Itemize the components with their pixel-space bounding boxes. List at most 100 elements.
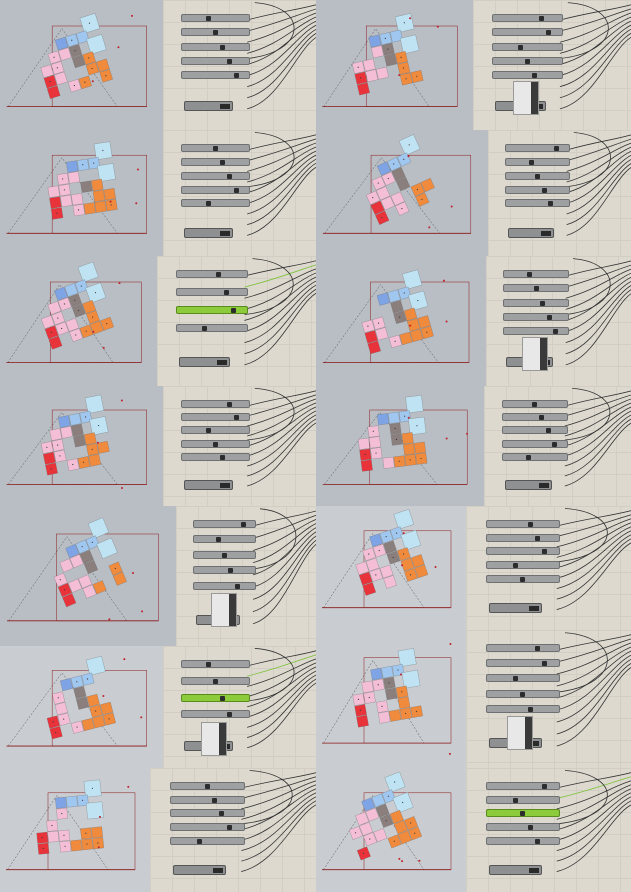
grasshopper-canvas[interactable] — [486, 256, 631, 386]
slider-handle[interactable] — [220, 454, 226, 460]
number-slider[interactable] — [505, 199, 570, 208]
number-slider[interactable] — [485, 689, 561, 698]
number-slider[interactable] — [501, 400, 568, 408]
slider-handle[interactable] — [554, 146, 560, 151]
rhino-viewport[interactable] — [0, 256, 157, 386]
slider-handle[interactable] — [527, 824, 533, 830]
boolean-toggle-node[interactable] — [508, 228, 554, 239]
number-slider[interactable] — [505, 157, 570, 166]
slider-handle[interactable] — [233, 73, 239, 79]
number-slider[interactable] — [485, 520, 561, 528]
number-slider[interactable] — [181, 452, 251, 461]
slider-handle[interactable] — [213, 146, 219, 151]
slider-handle[interactable] — [197, 838, 203, 844]
number-slider[interactable] — [503, 270, 569, 278]
number-slider[interactable] — [485, 644, 561, 652]
number-slider[interactable] — [505, 144, 570, 152]
slider-handle[interactable] — [512, 676, 518, 682]
slider-handle[interactable] — [535, 838, 541, 844]
slider-handle[interactable] — [542, 549, 548, 555]
number-slider[interactable] — [181, 42, 251, 51]
number-slider[interactable] — [181, 413, 251, 422]
boolean-toggle-node[interactable] — [489, 864, 542, 875]
slider-handle[interactable] — [206, 662, 212, 667]
grasshopper-canvas[interactable] — [163, 386, 316, 506]
boolean-toggle-node[interactable] — [489, 602, 542, 613]
number-slider[interactable] — [505, 171, 570, 180]
boolean-toggle-node[interactable] — [184, 479, 234, 490]
number-slider[interactable] — [192, 581, 256, 590]
number-slider[interactable] — [181, 660, 251, 668]
slider-handle[interactable] — [545, 428, 551, 434]
grasshopper-canvas[interactable] — [163, 646, 316, 768]
slider-handle[interactable] — [539, 16, 545, 21]
number-slider[interactable] — [192, 535, 256, 544]
slider-handle[interactable] — [517, 44, 523, 50]
number-slider[interactable] — [181, 400, 251, 408]
rhino-viewport[interactable] — [316, 768, 466, 892]
slider-handle[interactable] — [546, 314, 552, 320]
slider-handle[interactable] — [542, 661, 548, 667]
number-slider[interactable] — [181, 710, 251, 719]
grasshopper-canvas[interactable] — [466, 630, 631, 768]
number-slider[interactable] — [485, 533, 561, 542]
rhino-viewport[interactable] — [0, 506, 176, 646]
boolean-toggle-node[interactable] — [504, 479, 552, 490]
number-slider[interactable] — [501, 439, 568, 448]
slider-handle[interactable] — [206, 16, 212, 21]
output-component[interactable] — [201, 721, 228, 756]
rhino-viewport[interactable] — [0, 768, 150, 892]
output-component[interactable] — [522, 336, 549, 371]
number-slider[interactable] — [503, 298, 569, 307]
rhino-viewport[interactable] — [0, 386, 163, 506]
slider-handle[interactable] — [215, 537, 221, 543]
number-slider[interactable] — [501, 426, 568, 435]
number-slider[interactable] — [501, 452, 568, 461]
grasshopper-canvas[interactable] — [488, 130, 631, 256]
output-component[interactable] — [211, 592, 237, 627]
slider-handle[interactable] — [535, 646, 541, 651]
number-slider[interactable] — [181, 14, 251, 22]
slider-handle[interactable] — [520, 576, 526, 582]
grasshopper-canvas[interactable] — [163, 0, 316, 130]
number-slider[interactable] — [181, 676, 251, 685]
number-slider[interactable] — [181, 28, 251, 37]
slider-handle[interactable] — [227, 402, 233, 407]
number-slider[interactable] — [503, 327, 569, 336]
number-slider[interactable] — [176, 323, 248, 332]
slider-handle[interactable] — [204, 784, 210, 789]
number-slider[interactable] — [503, 312, 569, 321]
boolean-toggle-node[interactable] — [184, 101, 234, 112]
grasshopper-canvas[interactable] — [163, 130, 316, 256]
rhino-viewport[interactable] — [316, 630, 466, 768]
number-slider[interactable] — [485, 836, 561, 845]
slider-handle[interactable] — [211, 797, 217, 803]
rhino-viewport[interactable] — [0, 130, 163, 256]
slider-handle[interactable] — [220, 44, 226, 50]
slider-handle[interactable] — [227, 58, 233, 64]
number-slider[interactable] — [491, 42, 564, 51]
number-slider[interactable] — [181, 199, 251, 208]
number-slider[interactable] — [181, 171, 251, 180]
slider-handle[interactable] — [202, 325, 208, 331]
slider-handle[interactable] — [241, 522, 247, 527]
slider-handle[interactable] — [220, 159, 226, 165]
slider-handle[interactable] — [532, 402, 538, 407]
grasshopper-canvas[interactable] — [157, 256, 316, 386]
number-slider[interactable] — [176, 287, 248, 296]
slider-handle[interactable] — [541, 187, 547, 193]
number-slider[interactable] — [503, 284, 569, 293]
slider-handle[interactable] — [553, 329, 559, 335]
slider-handle[interactable] — [223, 289, 229, 295]
number-slider[interactable] — [485, 795, 561, 804]
number-slider[interactable] — [485, 659, 561, 668]
slider-handle[interactable] — [206, 201, 212, 207]
number-slider[interactable] — [181, 144, 251, 152]
boolean-toggle-node[interactable] — [184, 228, 234, 239]
number-slider[interactable] — [169, 822, 245, 831]
slider-handle[interactable] — [528, 159, 534, 165]
rhino-viewport[interactable] — [316, 506, 466, 630]
grasshopper-canvas[interactable] — [484, 386, 631, 506]
number-slider[interactable] — [491, 56, 564, 65]
grasshopper-canvas[interactable] — [150, 768, 316, 892]
